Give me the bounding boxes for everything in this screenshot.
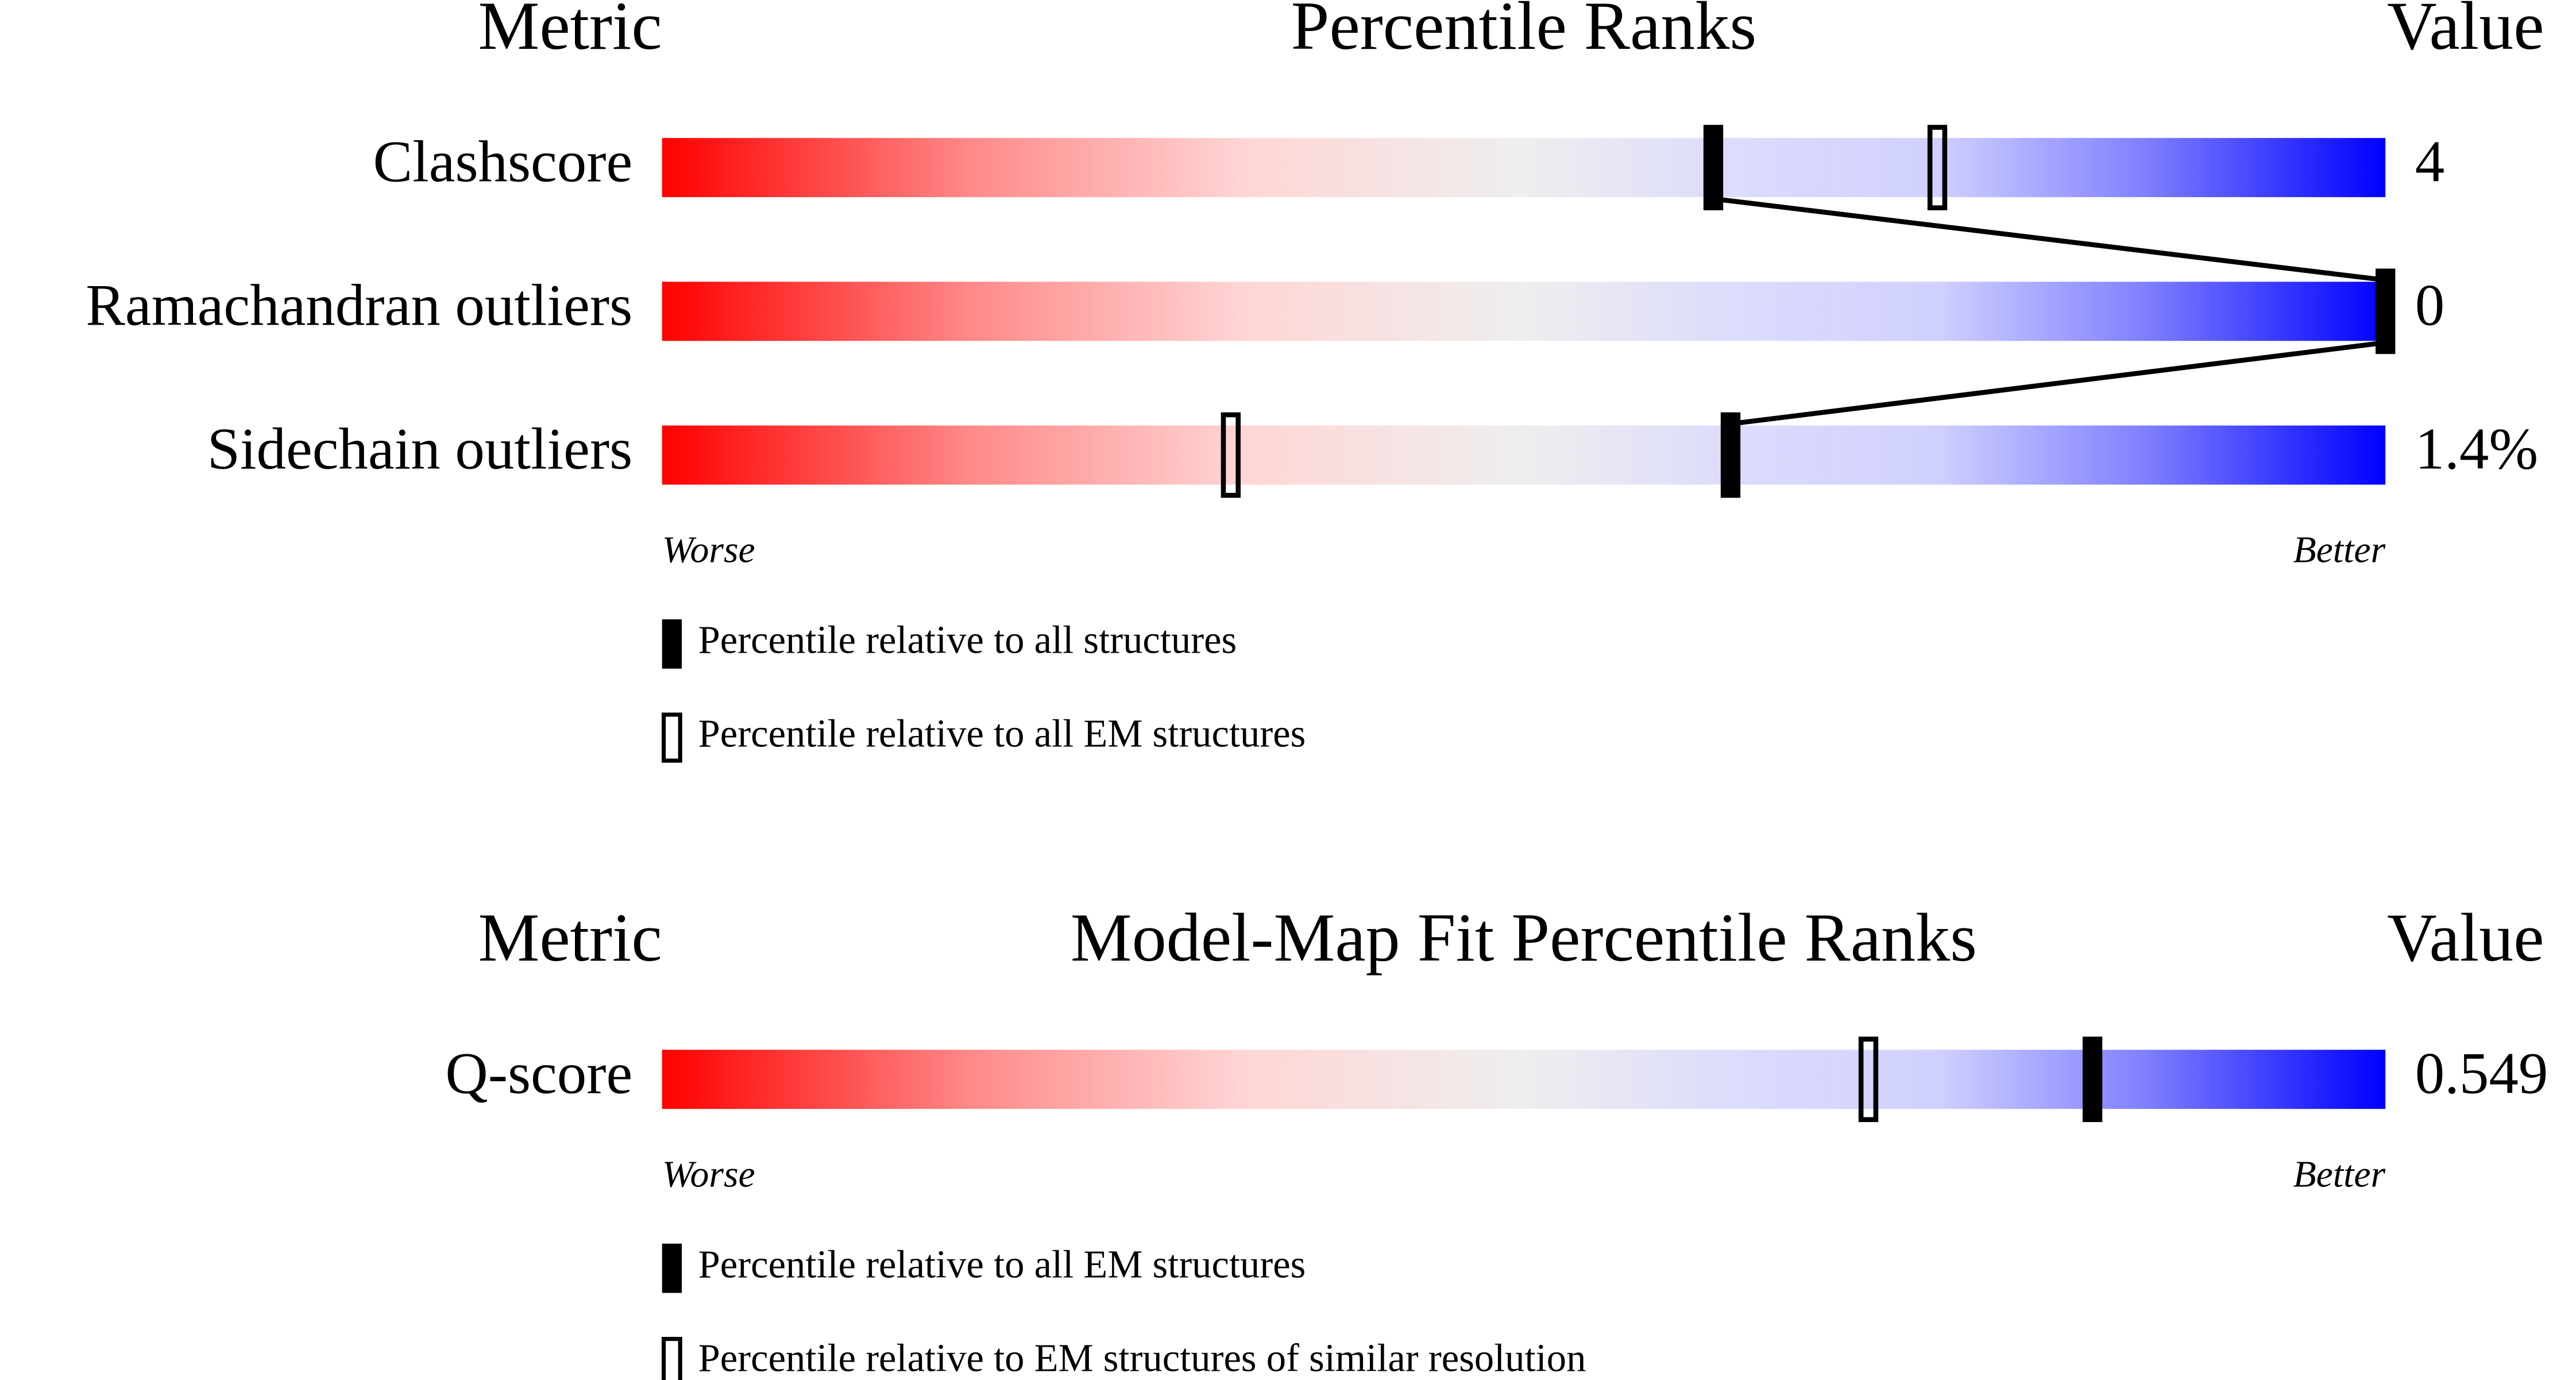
metric-label: Q-score (445, 1040, 632, 1106)
legend-label: Percentile relative to all structures (698, 618, 1237, 662)
column-header: Value (2387, 899, 2544, 976)
open-marker (1221, 412, 1241, 498)
legend-label: Percentile relative to all EM structures (698, 1242, 1306, 1286)
open-marker (1858, 1036, 1879, 1123)
slider-bar (662, 138, 2386, 198)
legend-marker (662, 1243, 682, 1293)
connector-line (1713, 196, 2386, 283)
filled-marker (1703, 125, 1724, 211)
column-header: Percentile Ranks (1291, 0, 1757, 64)
column-header: Value (2387, 0, 2544, 64)
column-header: Metric (478, 0, 662, 64)
column-header: Model-Map Fit Percentile Ranks (1071, 899, 1977, 976)
axis-end-label: Better (2293, 529, 2385, 571)
slider-bar (662, 425, 2386, 485)
metric-label: Sidechain outliers (207, 417, 633, 482)
metric-label: Ramachandran outliers (86, 273, 632, 338)
axis-end-label: Worse (662, 529, 755, 571)
metric-value: 0 (2415, 273, 2444, 338)
slider-bar (662, 1050, 2386, 1109)
column-header: Metric (478, 899, 662, 976)
filled-marker (2376, 268, 2396, 354)
metric-value: 1.4% (2415, 417, 2538, 482)
legend-label: Percentile relative to all EM structures (698, 712, 1306, 755)
legend-marker (661, 712, 682, 763)
metric-value: 4 (2415, 129, 2444, 194)
connector-line (1730, 340, 2386, 427)
filled-marker (1720, 412, 1741, 498)
axis-end-label: Worse (662, 1153, 755, 1195)
legend-marker (662, 619, 682, 669)
legend-marker (661, 1336, 682, 1380)
axis-end-label: Better (2293, 1153, 2385, 1195)
open-marker (1927, 125, 1948, 211)
metric-value: 0.549 (2415, 1040, 2548, 1106)
metric-label: Clashscore (373, 129, 632, 194)
slider-bar (662, 282, 2386, 341)
legend-label: Percentile relative to EM structures of … (698, 1336, 1586, 1379)
filled-marker (2082, 1036, 2103, 1123)
